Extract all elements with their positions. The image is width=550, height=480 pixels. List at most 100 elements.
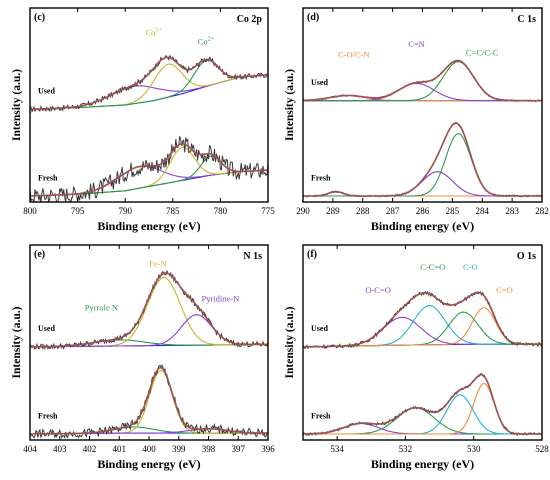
background-line	[30, 169, 268, 197]
x-axis-label: Binding energy (eV)	[371, 219, 474, 233]
component-peak	[303, 133, 542, 197]
sample-label: Fresh	[311, 173, 331, 182]
panel-title: Co 2p	[237, 14, 263, 25]
x-tick-label: 403	[53, 444, 67, 454]
sample-label: Used	[38, 87, 55, 96]
panel-o-1s: Used Fresh O-C=O C-C=O C-O C=O 534 532 530 528 Bin…	[284, 244, 549, 471]
x-tick-label: 398	[202, 444, 216, 454]
fitted-envelope	[303, 373, 542, 435]
panel-label: (e)	[34, 249, 45, 260]
panel-co-2p: Used Fresh Co3+ Co2+ 800 795 790 785 780 775 Bindi…	[11, 7, 275, 233]
peak-annotation: Pyridine-N	[202, 294, 240, 304]
x-tick-label: 532	[399, 444, 413, 454]
raw-spectrum	[303, 59, 542, 103]
peak-annotation: C-C=O	[420, 262, 445, 272]
peak-annotation: C-O/C-N	[338, 49, 370, 59]
component-peak	[30, 146, 268, 197]
x-tick-label: 528	[535, 444, 549, 454]
component-peak	[30, 277, 268, 348]
x-tick-label: 399	[172, 444, 186, 454]
x-tick-label: 785	[166, 206, 180, 216]
panel-n-1s: Used Fresh Pyrrole N Fe-N Pyridine-N 404 403 40…	[11, 244, 275, 471]
peak-annotation: Fe-N	[149, 259, 166, 269]
y-axis-label: Intensity (a.u.)	[11, 69, 23, 141]
x-tick-label: 401	[113, 444, 127, 454]
y-axis-label: Intensity (a.u.)	[284, 69, 296, 141]
y-axis-label: Intensity (a.u.)	[284, 306, 296, 378]
x-tick-label: 396	[261, 444, 275, 454]
plot-area	[30, 270, 268, 439]
raw-spectrum	[303, 122, 542, 198]
x-tick-label: 283	[505, 206, 519, 216]
peak-annotation: C=O	[496, 285, 513, 295]
peak-annotation: Co2+	[198, 35, 215, 46]
x-tick-label: 290	[296, 206, 310, 216]
x-tick-label: 286	[416, 206, 430, 216]
fitted-envelope	[30, 56, 268, 111]
x-axis-label: Binding energy (eV)	[97, 219, 200, 233]
component-peak	[303, 305, 542, 348]
component-peak	[30, 369, 268, 435]
raw-spectrum	[303, 290, 542, 350]
peak-annotation: Co3+	[145, 27, 162, 38]
x-tick-label: 775	[261, 206, 275, 216]
fitted-envelope	[30, 142, 268, 197]
panel-c-1s: Used Fresh C-O/C-N C=N C=C/C-C 290 289 288 287 28…	[284, 7, 549, 233]
x-tick-label: 800	[23, 206, 37, 216]
x-tick-label: 282	[535, 206, 549, 216]
plot-frame	[302, 7, 543, 203]
sample-label: Fresh	[38, 173, 58, 182]
plot-area	[30, 54, 268, 202]
x-tick-label: 289	[326, 206, 340, 216]
x-tick-label: 397	[232, 444, 246, 454]
x-axis-label: Binding energy (eV)	[97, 457, 200, 471]
x-tick-label: 285	[446, 206, 460, 216]
panel-label: (c)	[34, 12, 45, 23]
sample-label: Used	[38, 324, 55, 333]
x-tick-label: 402	[83, 444, 97, 454]
fitted-envelope	[30, 272, 268, 348]
annotation-superscript: 2+	[208, 35, 215, 42]
sample-label: Used	[311, 78, 328, 87]
panel-title: O 1s	[517, 251, 536, 262]
raw-spectrum	[303, 373, 542, 437]
background-line	[30, 74, 268, 110]
x-tick-label: 287	[386, 206, 400, 216]
x-tick-label: 795	[71, 206, 85, 216]
sample-label: Fresh	[311, 411, 331, 420]
fitted-envelope	[303, 291, 542, 348]
raw-spectrum	[30, 136, 268, 202]
panel-label: (f)	[307, 249, 317, 260]
fitted-envelope	[303, 122, 542, 197]
raw-spectrum	[30, 364, 268, 439]
peak-annotation: O-C=O	[365, 285, 391, 295]
fitted-envelope	[303, 59, 542, 102]
plot-frame	[302, 244, 543, 441]
plot-area	[303, 59, 542, 198]
panel-label: (d)	[307, 12, 319, 23]
x-axis-label: Binding energy (eV)	[371, 457, 474, 471]
x-tick-label: 404	[23, 444, 37, 454]
peak-annotation: C=C/C-C	[466, 48, 499, 58]
peak-annotation: C=N	[408, 39, 425, 49]
component-peak	[30, 59, 268, 110]
x-tick-label: 530	[467, 444, 481, 454]
component-peak	[303, 307, 542, 348]
peak-annotation: C-O	[463, 262, 478, 272]
x-tick-label: 780	[214, 206, 228, 216]
raw-spectrum	[30, 270, 268, 351]
peak-annotation: Pyrrole N	[85, 302, 118, 312]
fitted-envelope	[30, 366, 268, 435]
sample-label: Fresh	[38, 411, 58, 420]
component-peak	[303, 316, 542, 348]
x-tick-label: 400	[142, 444, 156, 454]
plot-frame	[29, 7, 269, 203]
annotation-superscript: 3+	[155, 27, 162, 34]
x-tick-label: 790	[118, 206, 132, 216]
component-peak	[30, 74, 268, 110]
x-tick-label: 288	[356, 206, 370, 216]
panel-title: N 1s	[243, 251, 262, 262]
panel-title: C 1s	[517, 14, 536, 25]
raw-spectrum	[30, 54, 268, 113]
